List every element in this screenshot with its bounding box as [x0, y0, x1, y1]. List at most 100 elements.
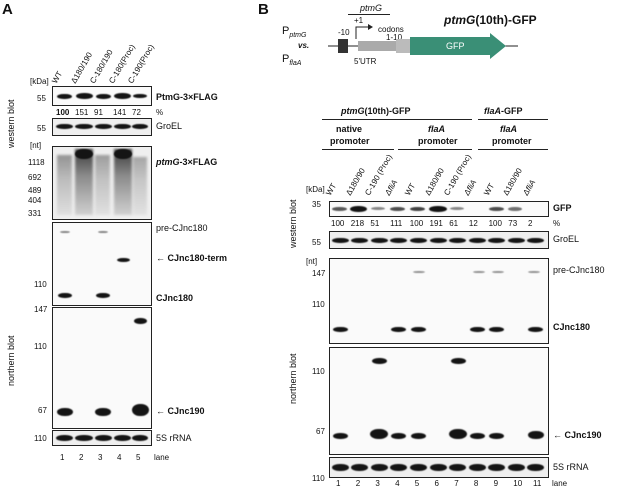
groel-label-a: GroEL — [156, 121, 183, 131]
lane-number-a-2: 2 — [79, 453, 84, 462]
lane-header-b-5: WT — [403, 181, 418, 197]
rrna-blot-a — [52, 430, 152, 446]
gfp-value-10: 73 — [508, 219, 518, 228]
lane-header-b-4: ΔfliA — [383, 178, 400, 197]
marker-67-b: 67 — [316, 427, 325, 436]
nt-label-a: [nt] — [30, 141, 42, 150]
subheader-native: native — [336, 124, 363, 134]
marker-110-a1: 110 — [34, 280, 47, 289]
subheader-flaa-2: flaA — [500, 124, 518, 134]
ptmg-western-blot — [52, 86, 152, 106]
nt-marker-5: 331 — [28, 209, 42, 218]
nt-marker-3: 489 — [28, 186, 42, 195]
rrna-blot-b — [329, 457, 549, 478]
lane-header-b-9: WT — [481, 181, 496, 197]
lane-word-a: lane — [154, 453, 170, 462]
subheader-native-promoter: promoter — [330, 136, 370, 146]
marker-110-a2: 110 — [34, 342, 47, 351]
nt-label-b: [nt] — [306, 257, 318, 266]
pre-cjnc180-label-b: pre-CJnc180 — [553, 265, 605, 275]
panel-b-letter: B — [258, 1, 269, 18]
northern-blot-label-b: northern blot — [288, 353, 298, 404]
gfp-label: GFP — [553, 203, 572, 213]
lane-number-a-5: 5 — [136, 453, 141, 462]
panel-b-title: ptmG(10th)-GFP — [444, 13, 537, 27]
pre-cjnc180-label-a: pre-CJnc180 — [156, 223, 208, 233]
gfp-value-9: 100 — [488, 219, 502, 228]
codons-label: codons — [378, 25, 404, 34]
cjnc180-term-label: ← CJnc180-term — [156, 253, 228, 263]
groel-blot-b — [329, 231, 549, 249]
cjnc190-northern-blot-a — [52, 307, 152, 429]
groel-label-b: GroEL — [553, 234, 580, 244]
vs-label: vs. — [298, 41, 310, 50]
construct-schematic — [328, 24, 518, 59]
gfp-value-11: 2 — [528, 219, 533, 228]
lane-header-b-11: ΔfliA — [521, 178, 538, 197]
lane-number-a-3: 3 — [98, 453, 103, 462]
percent-b: % — [553, 219, 561, 228]
subheader-rule-1 — [322, 149, 394, 150]
ptmg-gene-label: ptmG — [360, 3, 383, 13]
ptmg-value-2: 151 — [75, 108, 89, 117]
nt-marker-1: 1118 — [28, 158, 45, 167]
nt-marker-2: 692 — [28, 173, 42, 182]
cjnc190-northern-blot-b — [329, 347, 549, 455]
subheader-flaa-promoter-2: promoter — [492, 136, 532, 146]
northern-blot-label-a: northern blot — [6, 335, 16, 386]
lane-number-b-1: 1 — [336, 479, 341, 488]
subheader-flaa-promoter-1: promoter — [418, 136, 458, 146]
gfp-value-8: 12 — [468, 219, 478, 228]
marker-67-a: 67 — [38, 406, 47, 415]
marker-110-rrna-b: 110 — [312, 474, 325, 483]
lane-number-b-9: 9 — [493, 479, 499, 488]
lane-number-b-5: 5 — [414, 479, 420, 488]
subheader-rule-3 — [478, 149, 548, 150]
nt-marker-4: 404 — [28, 196, 42, 205]
lane-number-b-3: 3 — [375, 479, 380, 488]
gfp-box-label: GFP — [446, 41, 465, 51]
group-header-flaa: flaA-GFP — [484, 106, 523, 116]
marker-110-rrna-a: 110 — [34, 434, 47, 443]
cjnc180-northern-blot-b — [329, 258, 549, 344]
subheader-flaa-1: flaA — [428, 124, 446, 134]
promoter-flaa: PflaA — [282, 53, 302, 68]
lane-number-b-10: 10 — [513, 479, 523, 488]
codon-range-label: 1-10 — [386, 33, 403, 42]
western-blot-label-b: western blot — [288, 199, 298, 248]
plus1-label: +1 — [354, 16, 364, 25]
group-rule-2 — [478, 119, 548, 120]
lane-number-a-4: 4 — [117, 453, 122, 462]
minus10-label: -10 — [338, 28, 350, 37]
lane-word-b: lane — [552, 479, 568, 488]
kda-label-a: [kDa] — [30, 77, 49, 86]
marker-55-ptmg: 55 — [37, 94, 46, 103]
ptmg-northern-blot — [52, 146, 152, 220]
percent-a: % — [156, 108, 164, 117]
gfp-value-4: 111 — [390, 219, 403, 228]
lane-number-b-6: 6 — [434, 479, 439, 488]
rrna-label-a: 5S rRNA — [156, 433, 192, 443]
gfp-value-6: 191 — [429, 219, 443, 228]
lane-header-b-1: WT — [324, 181, 339, 197]
marker-55-groel-a: 55 — [37, 124, 46, 133]
group-header-ptmg: ptmG(10th)-GFP — [341, 106, 411, 116]
utr-label: 5'UTR — [354, 57, 377, 66]
ptmg-value-5: 72 — [132, 108, 141, 117]
lane-number-b-2: 2 — [355, 479, 361, 488]
gfp-western-blot — [329, 201, 549, 217]
lane-number-a-1: 1 — [60, 453, 65, 462]
ptmg-value-1: 100 — [56, 108, 70, 117]
kda-label-b: [kDa] — [306, 185, 325, 194]
gene-bracket — [348, 14, 390, 15]
lane-header-a-1: WT — [50, 69, 65, 85]
subheader-rule-2 — [398, 149, 472, 150]
marker-147-b: 147 — [312, 269, 326, 278]
gfp-value-2: 218 — [350, 219, 365, 228]
groel-blot-a — [52, 118, 152, 136]
group-rule-1 — [322, 119, 472, 120]
cjnc190-label-a: ← CJnc190 — [156, 406, 205, 416]
marker-35-gfp: 35 — [312, 200, 321, 209]
ptmg-value-4: 141 — [113, 108, 127, 117]
cjnc180-northern-blot-a — [52, 222, 152, 306]
